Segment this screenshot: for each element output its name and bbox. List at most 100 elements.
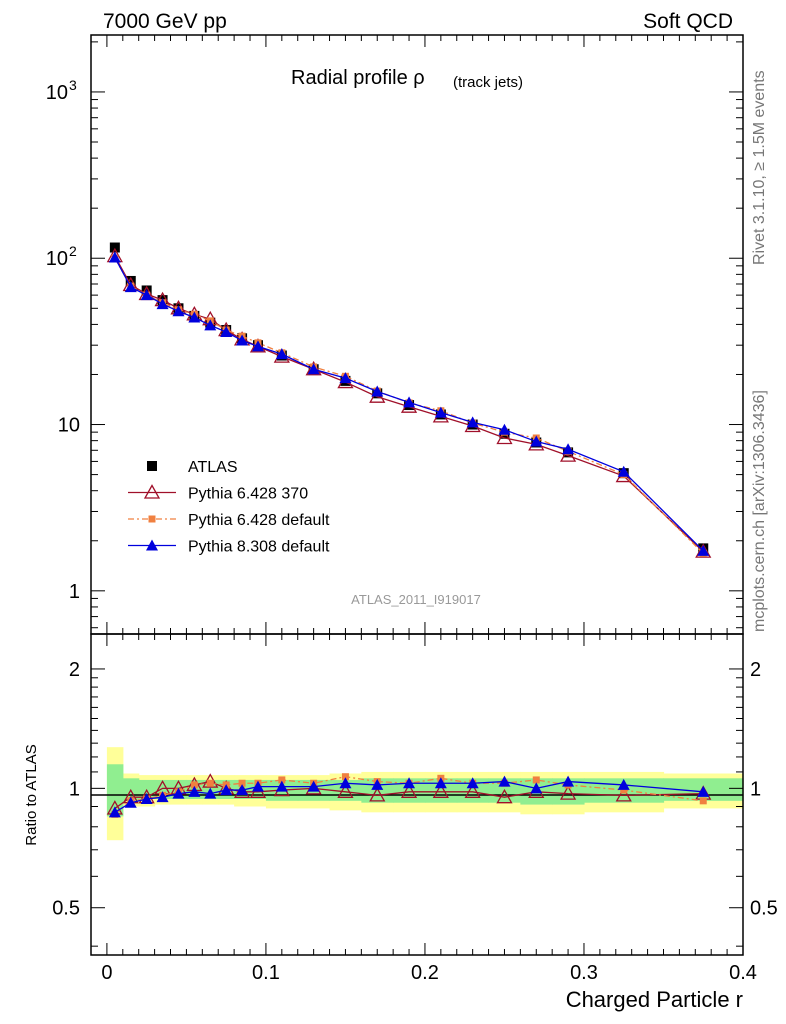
data-point xyxy=(188,785,201,797)
data-point xyxy=(156,791,169,803)
data-point xyxy=(562,443,575,455)
data-point xyxy=(204,787,217,799)
ratio-series xyxy=(106,773,712,818)
legend-label: Pythia 6.428 370 xyxy=(188,486,308,503)
series-line xyxy=(114,257,704,552)
data-point xyxy=(615,787,632,802)
header-left: 7000 GeV pp xyxy=(103,10,227,33)
data-point xyxy=(220,326,233,338)
analysis-watermark: ATLAS_2011_I919017 xyxy=(351,592,481,607)
ratio-frame xyxy=(90,633,744,956)
y-tick-label: 0.5 xyxy=(52,898,80,920)
y-tick-label-right: 2 xyxy=(750,659,761,681)
y-tick-exponent: 3 xyxy=(69,77,77,93)
y-tick-label: 2 xyxy=(69,659,80,681)
data-point xyxy=(204,319,217,331)
data-point xyxy=(559,785,577,800)
data-point xyxy=(341,773,349,781)
series-line xyxy=(114,780,704,813)
x-tick-label: 0.3 xyxy=(570,962,598,984)
data-point xyxy=(140,289,153,301)
data-point xyxy=(496,429,513,445)
data-point xyxy=(369,787,386,802)
data-point xyxy=(172,787,185,799)
data-point xyxy=(124,281,137,293)
data-point xyxy=(434,406,447,418)
data-point xyxy=(143,484,161,499)
series-line xyxy=(114,776,704,815)
data-point xyxy=(464,783,481,798)
data-point xyxy=(220,784,233,796)
data-point xyxy=(275,348,288,360)
legend-label: Pythia 8.308 default xyxy=(188,539,330,556)
data-point xyxy=(697,785,710,797)
x-tick-label: 0 xyxy=(101,962,112,984)
data-point xyxy=(620,786,628,794)
data-point xyxy=(466,777,479,789)
data-point xyxy=(400,783,418,798)
data-point xyxy=(156,298,169,310)
data-point xyxy=(339,777,352,789)
data-point xyxy=(148,515,156,523)
x-tick-label: 0.1 xyxy=(252,962,280,984)
data-point xyxy=(124,796,137,808)
data-point xyxy=(532,776,540,784)
rivet-label: Rivet 3.1.10, ≥ 1.5M events xyxy=(751,70,768,265)
data-point xyxy=(403,777,416,789)
ratio-ylabel: Ratio to ATLAS xyxy=(23,744,40,845)
ratio-band-inner-bin xyxy=(106,764,124,817)
data-point xyxy=(371,385,384,397)
main-title-suffix: (track jets) xyxy=(453,74,523,91)
data-point xyxy=(699,797,707,805)
legend-label: Pythia 6.428 default xyxy=(188,512,330,529)
y-tick-label-right: 0.5 xyxy=(750,898,778,920)
data-point xyxy=(371,778,384,790)
data-point xyxy=(125,275,136,286)
data-point xyxy=(238,779,246,787)
data-point xyxy=(251,340,264,352)
data-point xyxy=(278,776,286,784)
data-point xyxy=(559,447,577,462)
ratio-axes: 0 0.1 0.2 0.3 0.4 0.5 0.5 1 1 2 2 xyxy=(52,634,778,984)
data-point xyxy=(108,806,121,818)
data-point xyxy=(140,793,153,805)
data-point xyxy=(562,775,575,787)
data-point xyxy=(188,311,201,323)
data-point xyxy=(307,363,320,375)
y-tick-label: 10 xyxy=(46,248,68,270)
series-line xyxy=(114,780,704,809)
data-point xyxy=(617,778,630,790)
data-point xyxy=(236,784,249,796)
data-point xyxy=(206,779,214,787)
data-point xyxy=(337,783,354,798)
main-series xyxy=(106,242,712,558)
data-point xyxy=(617,465,630,477)
ratio-bands xyxy=(106,747,744,841)
y-tick-exponent: 2 xyxy=(69,243,77,259)
data-point xyxy=(434,777,447,789)
data-point xyxy=(530,782,543,794)
data-point xyxy=(275,780,288,792)
data-point xyxy=(498,423,511,435)
main-title: Radial profile ρ xyxy=(291,67,425,89)
data-point xyxy=(108,251,121,263)
y-tick-label: 1 xyxy=(69,581,80,603)
x-tick-label: 0.4 xyxy=(729,962,757,984)
data-point xyxy=(496,788,513,804)
header-right: Soft QCD xyxy=(643,10,733,33)
y-tick-label: 10 xyxy=(46,82,68,104)
data-point xyxy=(339,372,352,384)
data-point xyxy=(466,416,479,428)
data-point xyxy=(307,780,320,792)
data-point xyxy=(109,242,120,253)
data-point xyxy=(403,396,416,408)
y-tick-label: 10 xyxy=(58,415,80,437)
x-tick-label: 0.2 xyxy=(411,962,439,984)
y-tick-label-right: 1 xyxy=(750,778,761,800)
data-point xyxy=(172,305,185,317)
series-line xyxy=(114,255,704,553)
data-point xyxy=(190,781,198,789)
